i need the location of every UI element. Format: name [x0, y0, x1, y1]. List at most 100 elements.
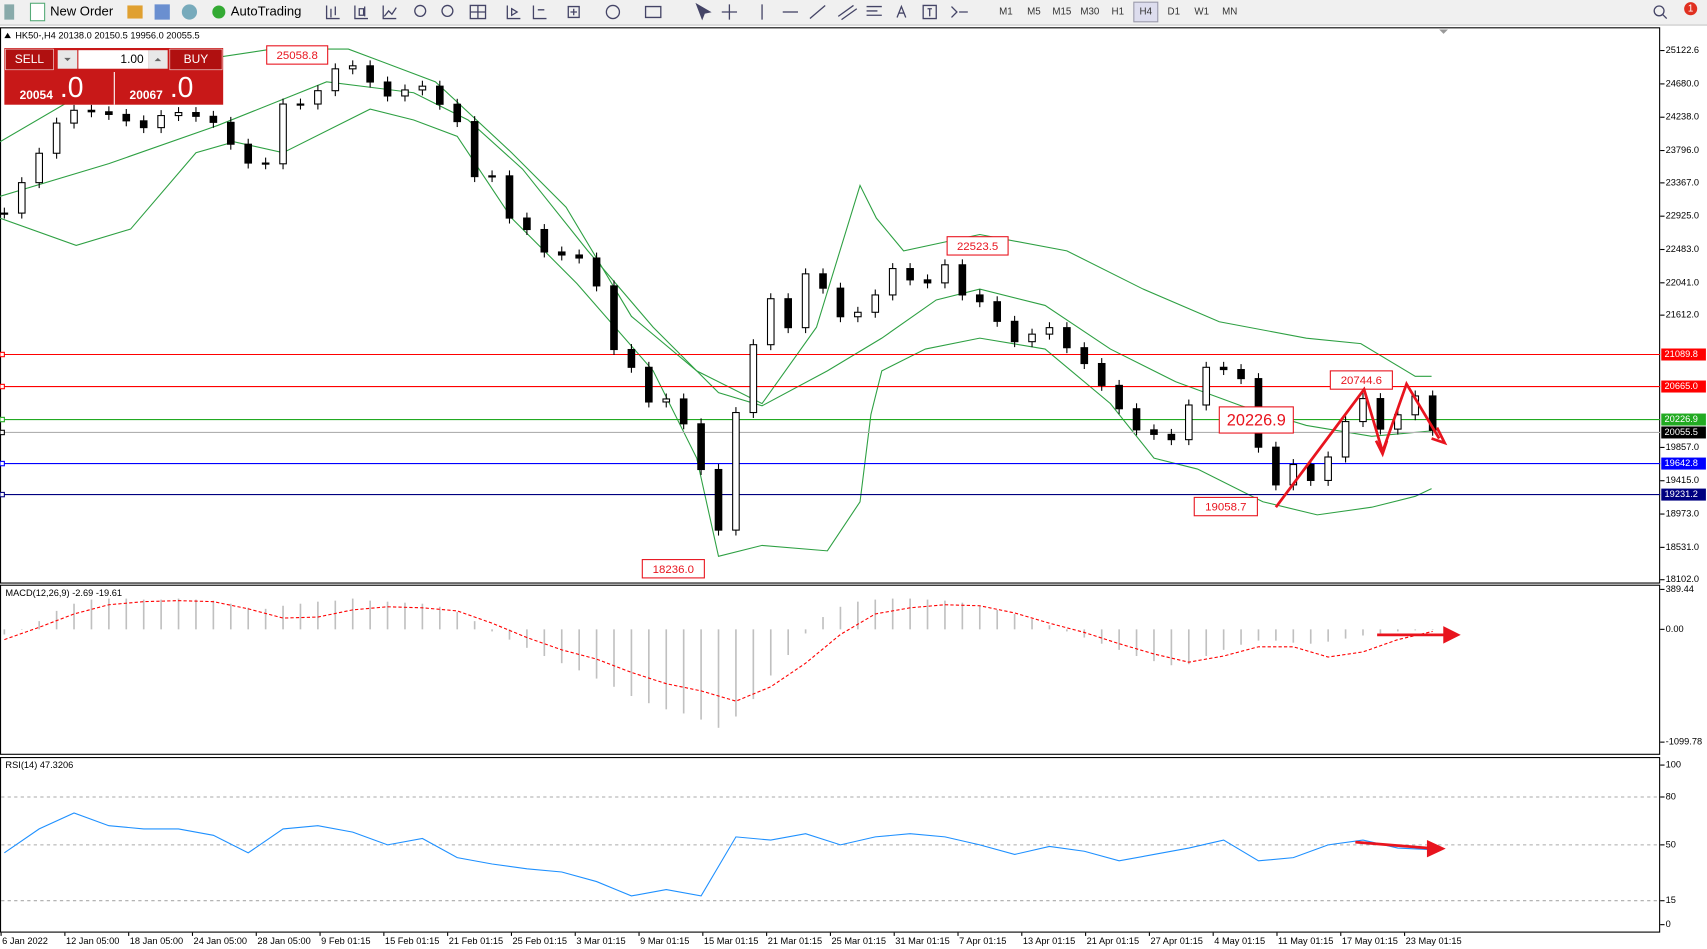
shift-icon[interactable] — [532, 5, 547, 20]
macd-bar — [317, 601, 319, 630]
candle — [923, 279, 932, 284]
toolbar-tools — [325, 2, 1668, 21]
line-chart-icon[interactable] — [382, 5, 397, 20]
timeframe-button[interactable]: W1 — [1194, 7, 1209, 18]
price-level-tag — [1661, 413, 1706, 426]
fibo-icon[interactable] — [866, 5, 882, 16]
candle — [209, 115, 218, 123]
templates-icon[interactable] — [644, 5, 662, 19]
macd-bar — [735, 629, 737, 717]
timeframe-button[interactable]: MN — [1222, 7, 1237, 18]
candle — [1324, 456, 1332, 481]
volume-field[interactable] — [78, 50, 149, 69]
x-tick-label: 18 Jan 05:00 — [130, 936, 183, 946]
timeframe-button[interactable]: D1 — [1168, 7, 1181, 18]
cursor-icon[interactable] — [695, 2, 712, 21]
zoom-out-icon[interactable] — [441, 4, 454, 18]
drawn-arrows — [1274, 380, 1461, 858]
periods-icon[interactable] — [605, 4, 621, 20]
macd-bar — [1083, 629, 1086, 638]
indicators-icon[interactable] — [567, 5, 580, 19]
candle — [1010, 320, 1019, 343]
y-tick-label: 22041.0 — [1666, 277, 1699, 287]
buy-price[interactable]: 20067 — [130, 88, 164, 102]
macd-bar — [508, 629, 511, 640]
toolbar-icon[interactable] — [181, 4, 198, 20]
timeframe-button[interactable]: H4 — [1140, 7, 1153, 18]
text-icon[interactable] — [896, 4, 907, 18]
price-level-label: 20665.0 — [1665, 381, 1698, 391]
shift-marker — [1439, 29, 1448, 34]
macd-bar — [1397, 629, 1399, 632]
y-tick-label: 389.44 — [1666, 584, 1694, 594]
search-icon[interactable] — [1653, 5, 1665, 17]
candle — [819, 273, 827, 289]
candle — [418, 85, 427, 91]
macd-bar — [282, 605, 284, 630]
y-tick-label: 24238.0 — [1666, 112, 1699, 122]
macd-bar — [1135, 629, 1138, 657]
level-marker — [0, 383, 5, 390]
new-order-button[interactable]: New Order — [29, 2, 114, 22]
candle — [697, 423, 705, 471]
candle-chart-icon[interactable] — [354, 5, 368, 20]
x-tick-label: 13 Apr 01:15 — [1023, 936, 1075, 946]
candle — [662, 398, 671, 403]
tile-icon[interactable] — [469, 4, 487, 20]
timeframe-button[interactable]: M30 — [1080, 7, 1100, 18]
trendline-icon[interactable] — [809, 4, 826, 20]
y-tick-label: 18102.0 — [1666, 574, 1699, 584]
price-annotation-box — [266, 45, 329, 65]
price-level-label: 21089.8 — [1665, 349, 1698, 359]
candle — [592, 257, 601, 287]
arrows-icon[interactable] — [951, 6, 968, 18]
macd-bar — [386, 601, 389, 630]
autotrading-button[interactable]: AutoTrading — [212, 3, 302, 19]
level-marker — [0, 429, 5, 436]
bar-chart-icon[interactable] — [325, 5, 340, 20]
sell-price[interactable]: 20054 — [20, 88, 54, 102]
channel-icon[interactable] — [837, 4, 858, 21]
candle — [1219, 366, 1228, 371]
candle — [732, 411, 740, 531]
timeframe-button[interactable]: H1 — [1112, 7, 1125, 18]
macd-bar — [351, 598, 354, 630]
price-level-label: 19231.2 — [1665, 489, 1698, 499]
autotrading-label: AutoTrading — [231, 3, 302, 18]
timeframe-button[interactable]: M15 — [1052, 7, 1072, 18]
toolbar-icon[interactable] — [154, 4, 170, 20]
chart-marks: 25122.6 24680.0 24238.0 23796.0 23367.0 22925… — [0, 45, 1706, 946]
crosshair-icon[interactable] — [721, 4, 738, 20]
zoom-in-icon[interactable] — [414, 4, 427, 18]
label-icon[interactable] — [922, 4, 937, 20]
info-toggle[interactable] — [4, 32, 11, 39]
candle — [1080, 347, 1089, 365]
macd-bar — [1414, 629, 1417, 631]
new-order-label: New Order — [50, 3, 114, 18]
y-tick-label: 50 — [1666, 839, 1676, 849]
macd-bar — [595, 629, 598, 679]
price-level-label: 20226.9 — [1665, 414, 1698, 424]
candle — [801, 273, 810, 329]
candle — [1237, 369, 1245, 380]
autoscroll-icon[interactable] — [506, 5, 521, 20]
alert-badge[interactable] — [1684, 2, 1698, 16]
macd-bar — [752, 629, 755, 700]
toolbar-icon[interactable] — [127, 5, 143, 19]
y-tick-label: 18531.0 — [1666, 542, 1699, 552]
candle — [1359, 398, 1367, 423]
macd-bar — [1275, 629, 1277, 641]
macd-bar — [682, 629, 685, 714]
x-tick-label: 25 Mar 01:15 — [832, 936, 886, 946]
macd-bar — [212, 600, 215, 630]
price-level-label: 19642.8 — [1665, 458, 1698, 468]
rsi-line — [4, 812, 1433, 897]
y-tick-label: -1099.78 — [1666, 737, 1702, 747]
timeframe-button[interactable]: M1 — [999, 7, 1013, 18]
candle — [470, 121, 479, 178]
timeframe-button[interactable]: M5 — [1027, 7, 1041, 18]
buy-button[interactable] — [169, 48, 223, 71]
macd-bar — [177, 598, 180, 630]
price-annotation-box — [641, 559, 705, 579]
sell-button[interactable] — [5, 48, 54, 71]
